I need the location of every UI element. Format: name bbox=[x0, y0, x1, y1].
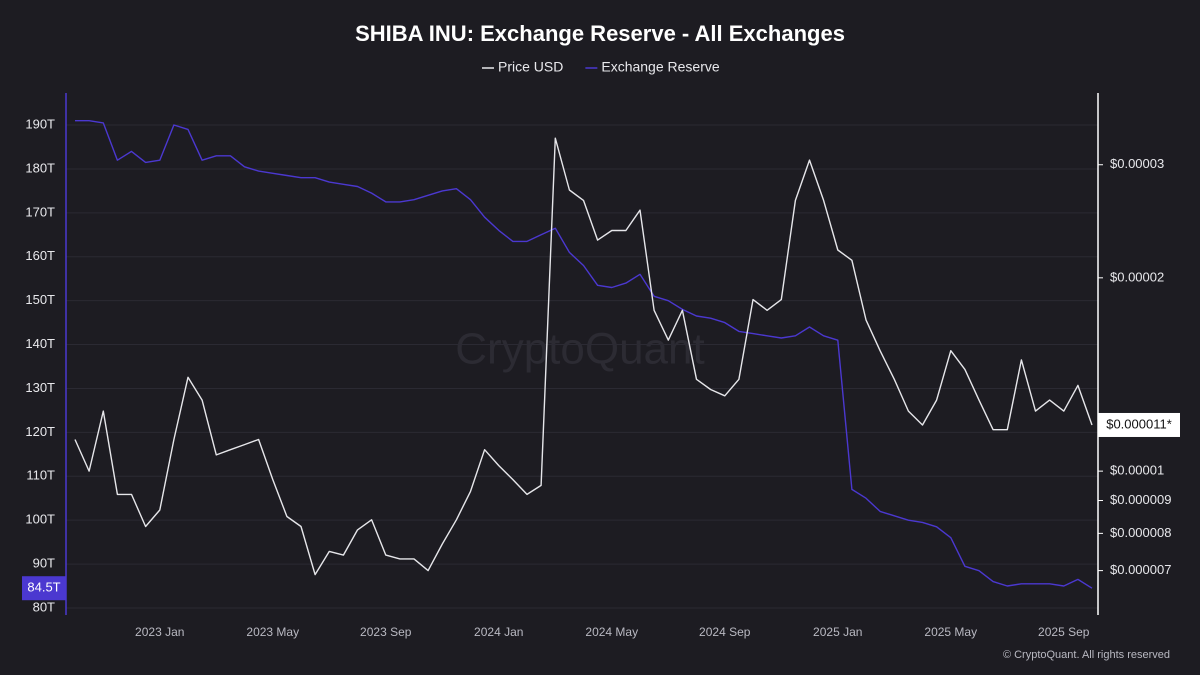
x-tick-label: 2023 May bbox=[246, 625, 299, 639]
y-tick-label: 160T bbox=[25, 248, 55, 263]
y-tick-label: 150T bbox=[25, 292, 55, 307]
y2-tick-label: $0.000007 bbox=[1110, 562, 1171, 577]
x-tick-label: 2024 Sep bbox=[699, 625, 751, 639]
current-label: 84.5T bbox=[27, 580, 60, 595]
y-tick-label: 120T bbox=[25, 424, 55, 439]
legend-label: Exchange Reserve bbox=[601, 59, 720, 75]
x-tick-label: 2024 May bbox=[585, 625, 638, 639]
y-tick-label: 110T bbox=[26, 468, 55, 483]
y2-tick-label: $0.000008 bbox=[1110, 525, 1171, 540]
y-tick-label: 130T bbox=[25, 380, 55, 395]
watermark: CryptoQuant bbox=[455, 325, 704, 374]
x-tick-label: 2025 Jan bbox=[813, 625, 862, 639]
series-line bbox=[74, 137, 1093, 576]
chart-title: SHIBA INU: Exchange Reserve - All Exchan… bbox=[355, 21, 845, 46]
x-tick-label: 2025 May bbox=[924, 625, 977, 639]
y2-tick-label: $0.00001 bbox=[1110, 463, 1164, 478]
current-label: $0.000011* bbox=[1106, 416, 1172, 431]
current-label-box bbox=[1098, 412, 1180, 437]
y-tick-label: 190T bbox=[25, 116, 55, 131]
current-label-box bbox=[22, 576, 66, 601]
y-tick-label: 100T bbox=[25, 512, 55, 527]
y2-tick-label: $0.00003 bbox=[1110, 156, 1164, 171]
x-tick-label: 2025 Sep bbox=[1038, 625, 1090, 639]
x-tick-label: 2023 Sep bbox=[360, 625, 412, 639]
legend-label: Price USD bbox=[498, 59, 563, 75]
footer: © CryptoQuant. All rights reserved bbox=[1003, 649, 1170, 661]
series-line bbox=[75, 120, 1093, 589]
y-tick-label: 90T bbox=[33, 556, 55, 571]
y-tick-label: 170T bbox=[25, 204, 55, 219]
y-tick-label: 140T bbox=[25, 336, 55, 351]
x-tick-label: 2023 Jan bbox=[135, 625, 184, 639]
x-tick-label: 2024 Jan bbox=[474, 625, 523, 639]
y-tick-label: 180T bbox=[25, 160, 55, 175]
y-tick-label: 80T bbox=[33, 599, 55, 614]
y2-tick-label: $0.000009 bbox=[1110, 492, 1171, 507]
y2-tick-label: $0.00002 bbox=[1110, 269, 1164, 284]
